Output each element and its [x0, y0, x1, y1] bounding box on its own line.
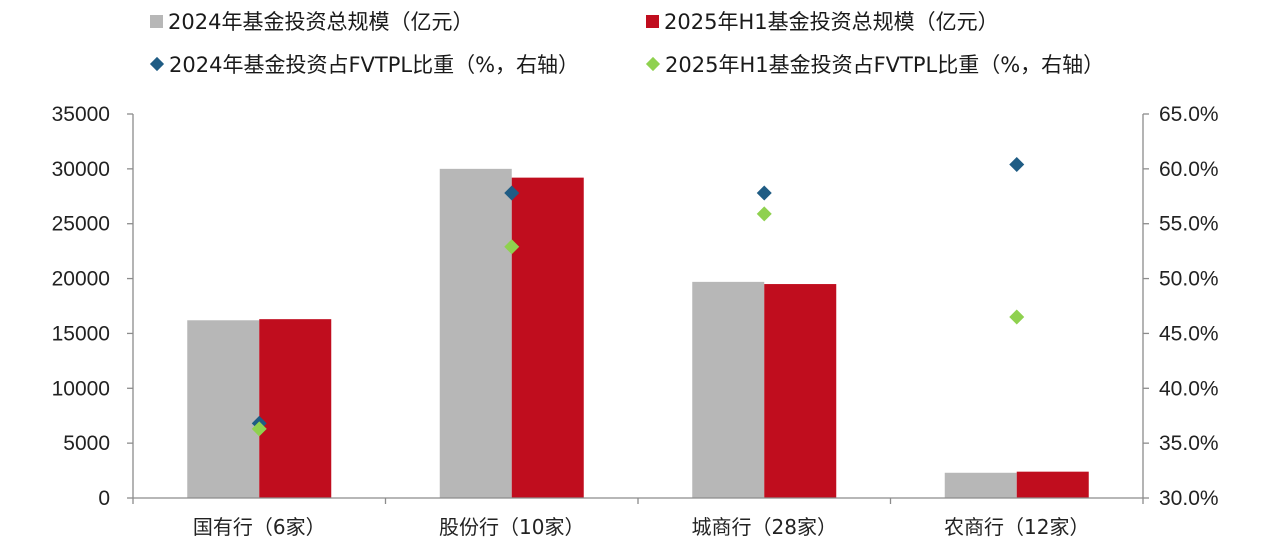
right-tick-label-0: 30.0% [1159, 487, 1219, 510]
right-tick-label-6: 60.0% [1159, 158, 1219, 181]
bar-2025h1-1 [511, 177, 584, 499]
right-tick-label-2: 40.0% [1159, 377, 1219, 400]
x-category-label-2: 城商行（28家） [692, 515, 837, 539]
bar-2024-0 [187, 320, 260, 498]
right-tick-label-7: 65.0% [1159, 103, 1219, 126]
marker-2025h1-share-0 [251, 421, 267, 437]
right-tick-label-5: 55.0% [1159, 213, 1219, 236]
x-category-label-3: 农商行（12家） [944, 515, 1089, 539]
marker-2024-share-3 [1009, 156, 1025, 172]
marker-2025h1-share-1 [504, 239, 520, 255]
left-tick-label-4: 20000 [52, 268, 110, 291]
left-tick-label-6: 30000 [52, 158, 110, 181]
legend-item-2024-scale: 2024年基金投资总规模（亿元） [150, 6, 473, 36]
bar-2025h1-0 [259, 319, 332, 498]
marker-2025h1-share-2 [756, 206, 772, 222]
legend-swatch-2024-scale [150, 14, 163, 28]
legend-item-2024-share: 2024年基金投资占FVTPL比重（%，右轴） [149, 49, 580, 79]
legend-item-2025h1-share: 2025年H1基金投资占FVTPL比重（%，右轴） [645, 49, 1105, 79]
legend-label-2024-scale: 2024年基金投资总规模（亿元） [168, 10, 474, 34]
x-category-label-1: 股份行（10家） [439, 515, 584, 539]
left-tick-label-0: 0 [98, 487, 110, 510]
chart-legend: 2024年基金投资总规模（亿元） 2025年H1基金投资总规模（亿元） 2024… [0, 0, 1280, 90]
right-tick-label-3: 45.0% [1159, 322, 1219, 345]
x-category-label-0: 国有行（6家） [193, 515, 326, 539]
legend-swatch-2025h1-scale [646, 14, 659, 28]
left-tick-label-3: 15000 [52, 322, 110, 345]
left-tick-label-1: 5000 [63, 432, 110, 455]
left-tick-label-5: 25000 [52, 213, 110, 236]
bar-2025h1-2 [764, 284, 837, 498]
legend-label-2024-share: 2024年基金投资占FVTPL比重（%，右轴） [169, 53, 580, 77]
legend-item-2025h1-scale: 2025年H1基金投资总规模（亿元） [646, 6, 999, 36]
left-tick-label-2: 10000 [52, 377, 110, 400]
marker-2025h1-share-3 [1009, 309, 1025, 325]
right-tick-label-4: 50.0% [1159, 268, 1219, 291]
bar-2025h1-3 [1016, 471, 1089, 498]
bar-2024-2 [692, 281, 765, 498]
left-tick-label-7: 35000 [52, 103, 110, 126]
bar-2024-3 [944, 472, 1017, 498]
legend-label-2025h1-scale: 2025年H1基金投资总规模（亿元） [664, 10, 999, 34]
marker-2024-share-2 [756, 185, 772, 201]
bar-2024-1 [439, 168, 512, 498]
marker-2024-share-1 [504, 185, 520, 201]
legend-label-2025h1-share: 2025年H1基金投资占FVTPL比重（%，右轴） [665, 53, 1105, 77]
right-tick-label-1: 35.0% [1159, 432, 1219, 455]
